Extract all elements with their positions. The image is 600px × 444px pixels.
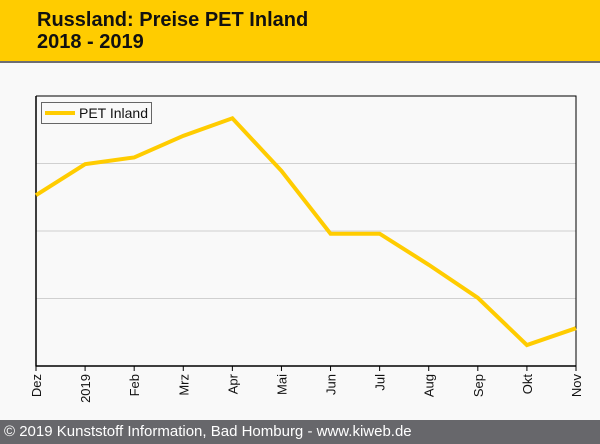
title-line-1: Russland: Preise PET Inland (37, 9, 309, 31)
legend-label: PET Inland (79, 105, 149, 121)
x-tick-label: 2019 (78, 374, 93, 403)
x-tick-label: Feb (127, 374, 142, 396)
x-tick-label: Aug (422, 374, 437, 397)
x-tick-label: Jun (324, 374, 339, 395)
x-tick-label: Apr (225, 373, 240, 394)
copyright-text: © 2019 Kunststoff Information, Bad Hombu… (4, 423, 412, 440)
x-tick-label: Mrz (176, 374, 191, 396)
legend-swatch (45, 111, 75, 115)
x-tick-label: Sep (471, 374, 486, 397)
line-chart: Dez 2019 Feb Mrz Apr Mai Jun Jul Aug Sep Okt Nov (29, 95, 584, 403)
title-line-2: 2018 - 2019 (37, 31, 144, 53)
x-tick-label: Mai (274, 374, 289, 395)
footer-bar: © 2019 Kunststoff Information, Bad Hombu… (0, 420, 600, 444)
series-line (34, 115, 577, 348)
header-bar: Russland: Preise PET Inland 2018 - 2019 (0, 0, 600, 63)
legend: PET Inland (41, 102, 152, 124)
x-tick-label: Dez (29, 374, 44, 397)
x-tick-label: Nov (569, 374, 584, 398)
chart-title: Russland: Preise PET Inland 2018 - 2019 (37, 9, 308, 53)
plot-frame (36, 95, 577, 366)
x-tick-label: Okt (520, 374, 535, 395)
x-tick-label: Jul (373, 374, 388, 391)
